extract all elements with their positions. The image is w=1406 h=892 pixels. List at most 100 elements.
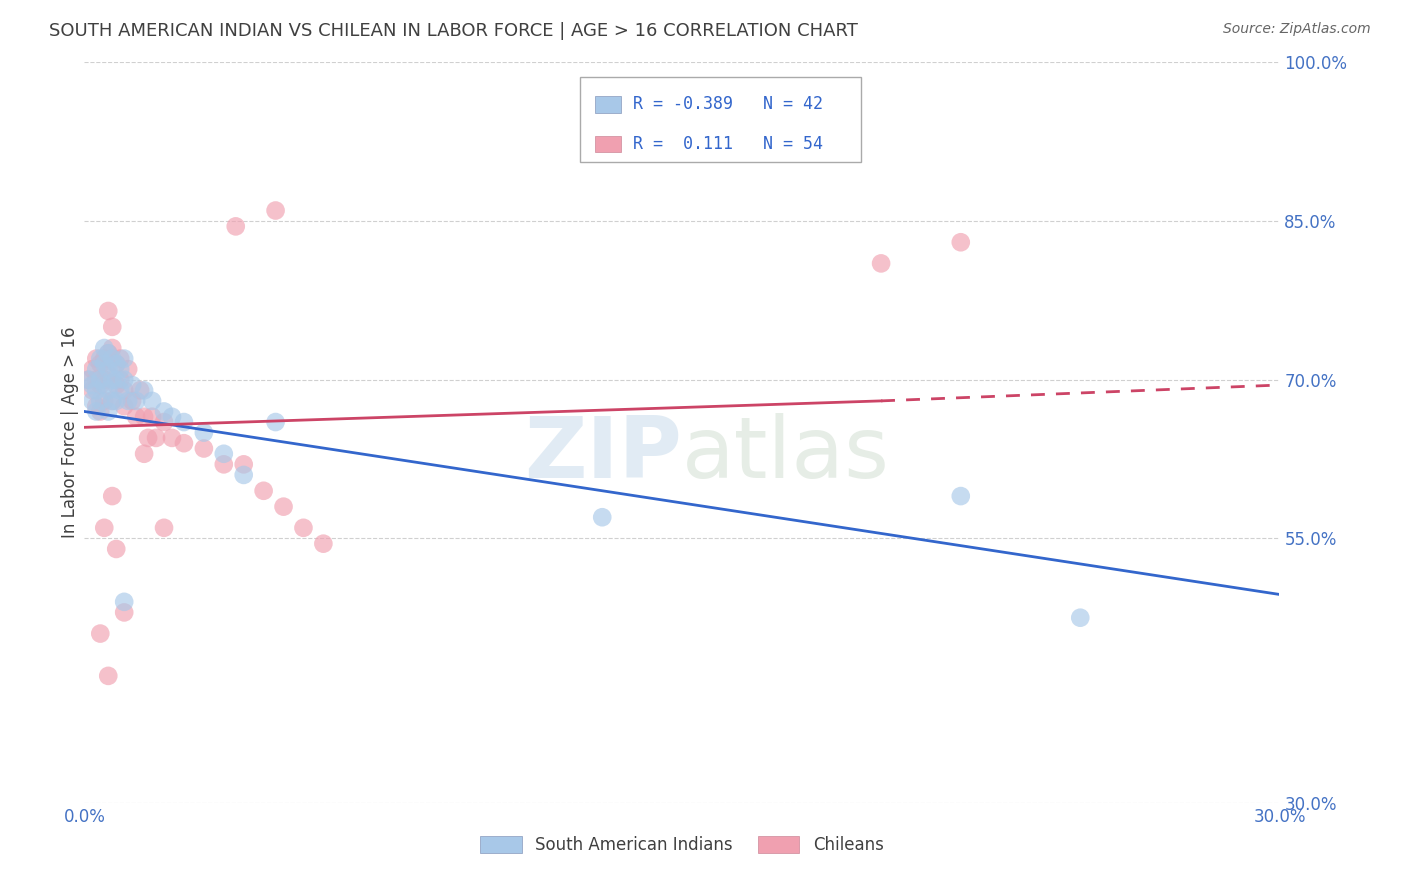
Point	[949, 489, 972, 503]
Point	[232, 458, 254, 472]
Point	[86, 351, 108, 366]
Text: Source: ZipAtlas.com: Source: ZipAtlas.com	[1223, 22, 1371, 37]
Point	[173, 415, 195, 429]
Point	[1069, 610, 1091, 624]
Point	[93, 373, 115, 387]
Point	[89, 626, 111, 640]
Point	[97, 384, 120, 398]
Point	[89, 357, 111, 371]
Point	[77, 373, 100, 387]
Point	[77, 373, 100, 387]
Point	[97, 346, 120, 360]
Point	[870, 256, 893, 270]
Text: ZIP: ZIP	[524, 413, 682, 496]
Point	[292, 521, 315, 535]
Point	[129, 384, 152, 398]
Point	[101, 489, 124, 503]
FancyBboxPatch shape	[595, 96, 621, 112]
Point	[125, 409, 148, 424]
Point	[86, 362, 108, 376]
Legend: South American Indians, Chileans: South American Indians, Chileans	[474, 830, 890, 861]
Point	[110, 362, 132, 376]
Point	[160, 431, 183, 445]
Point	[253, 483, 276, 498]
Point	[112, 351, 135, 366]
Point	[112, 373, 135, 387]
Point	[193, 442, 215, 456]
Point	[101, 393, 124, 408]
Point	[86, 373, 108, 387]
Point	[141, 393, 163, 408]
Point	[173, 436, 195, 450]
Point	[97, 368, 120, 382]
Point	[112, 595, 135, 609]
Point	[132, 447, 156, 461]
Point	[212, 458, 235, 472]
Point	[82, 378, 104, 392]
FancyBboxPatch shape	[581, 78, 862, 162]
Point	[82, 362, 104, 376]
Point	[89, 404, 111, 418]
Point	[101, 341, 124, 355]
Text: atlas: atlas	[682, 413, 890, 496]
Point	[949, 235, 972, 250]
Point	[105, 373, 128, 387]
Point	[145, 431, 167, 445]
Point	[93, 357, 115, 371]
Point	[110, 373, 132, 387]
Point	[97, 669, 120, 683]
Point	[93, 521, 115, 535]
Point	[97, 362, 120, 376]
Point	[117, 393, 139, 408]
Text: R =  0.111   N = 54: R = 0.111 N = 54	[633, 135, 823, 153]
Point	[86, 384, 108, 398]
Point	[97, 304, 120, 318]
Point	[121, 378, 143, 392]
Point	[112, 606, 135, 620]
Point	[89, 378, 111, 392]
Point	[132, 384, 156, 398]
Point	[82, 393, 104, 408]
Point	[264, 415, 287, 429]
Point	[89, 373, 111, 387]
Point	[125, 393, 148, 408]
Point	[105, 541, 128, 556]
Point	[132, 409, 156, 424]
Point	[136, 431, 159, 445]
Point	[105, 357, 128, 371]
Point	[141, 409, 163, 424]
Point	[97, 346, 120, 360]
Point	[312, 536, 335, 550]
Point	[591, 510, 613, 524]
Point	[86, 404, 108, 418]
Point	[97, 404, 120, 418]
Point	[105, 357, 128, 371]
Point	[160, 409, 183, 424]
Point	[112, 384, 135, 398]
Point	[101, 319, 124, 334]
Point	[89, 393, 111, 408]
Point	[93, 393, 115, 408]
Y-axis label: In Labor Force | Age > 16: In Labor Force | Age > 16	[62, 326, 80, 539]
Point	[93, 378, 115, 392]
Text: R = -0.389   N = 42: R = -0.389 N = 42	[633, 95, 823, 113]
Point	[93, 341, 115, 355]
Point	[212, 447, 235, 461]
Text: SOUTH AMERICAN INDIAN VS CHILEAN IN LABOR FORCE | AGE > 16 CORRELATION CHART: SOUTH AMERICAN INDIAN VS CHILEAN IN LABO…	[49, 22, 858, 40]
Point	[153, 521, 176, 535]
Point	[105, 378, 128, 392]
Point	[193, 425, 215, 440]
Point	[273, 500, 295, 514]
Point	[86, 399, 108, 413]
Point	[82, 384, 104, 398]
Point	[117, 362, 139, 376]
FancyBboxPatch shape	[595, 136, 621, 152]
Point	[153, 404, 176, 418]
Point	[101, 393, 124, 408]
Point	[112, 399, 135, 413]
Point	[153, 415, 176, 429]
Point	[232, 467, 254, 482]
Point	[225, 219, 247, 234]
Point	[264, 203, 287, 218]
Point	[101, 351, 124, 366]
